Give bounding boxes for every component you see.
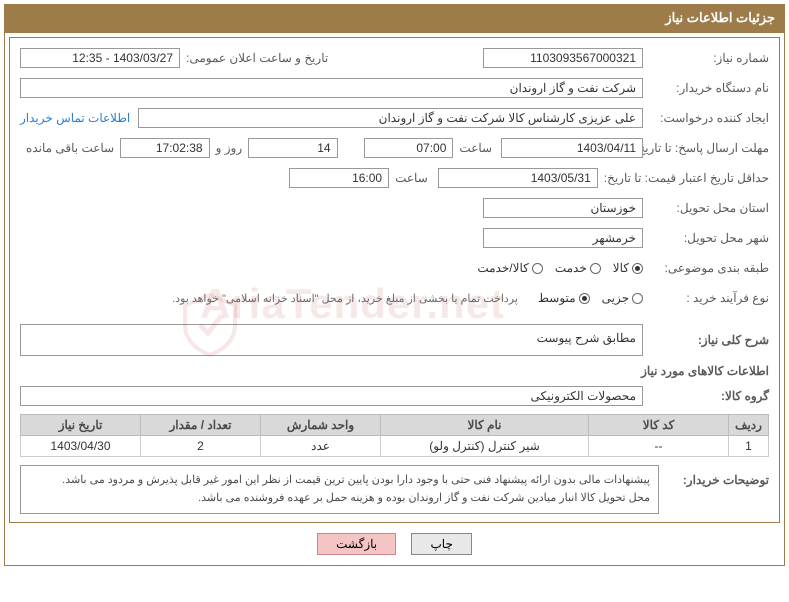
cell-row: 1 bbox=[729, 436, 769, 457]
days-label: روز و bbox=[216, 141, 243, 155]
topic-radio-goods[interactable]: کالا bbox=[613, 261, 643, 275]
row-requester: ایجاد کننده درخواست: علی عزیزی کارشناس ک… bbox=[20, 106, 769, 130]
quote-validity-label: حداقل تاریخ اعتبار قیمت: تا تاریخ: bbox=[604, 171, 769, 185]
row-goods-group: گروه کالا: محصولات الکترونیکی bbox=[20, 384, 769, 408]
purchase-radio-medium[interactable]: متوسط bbox=[538, 291, 590, 305]
buyer-org-label: نام دستگاه خریدار: bbox=[649, 81, 769, 95]
remaining-label: ساعت باقی مانده bbox=[26, 141, 114, 155]
radio-label: کالا bbox=[613, 261, 629, 275]
buyer-notes-line2: محل تحویل کالا انبار میادین شرکت نفت و گ… bbox=[29, 490, 650, 508]
cell-unit: عدد bbox=[261, 436, 381, 457]
requester-field: علی عزیزی کارشناس کالا شرکت نفت و گاز ار… bbox=[138, 108, 643, 128]
radio-label: جزیی bbox=[602, 291, 629, 305]
items-info-label: اطلاعات کالاهای مورد نیاز bbox=[20, 364, 769, 378]
button-row: چاپ بازگشت bbox=[9, 523, 780, 561]
province-label: استان محل تحویل: bbox=[649, 201, 769, 215]
purchase-radio-group: جزیی متوسط bbox=[538, 291, 643, 305]
cell-date: 1403/04/30 bbox=[21, 436, 141, 457]
table-row: 1 -- شیر کنترل (کنترل ولو) عدد 2 1403/04… bbox=[21, 436, 769, 457]
need-number-field: 1103093567000321 bbox=[483, 48, 643, 68]
goods-group-label: گروه کالا: bbox=[649, 389, 769, 403]
th-date: تاریخ نیاز bbox=[21, 415, 141, 436]
publish-datetime-label: تاریخ و ساعت اعلان عمومی: bbox=[186, 51, 328, 65]
radio-icon bbox=[632, 293, 643, 304]
inner-frame: شماره نیاز: 1103093567000321 تاریخ و ساع… bbox=[9, 37, 780, 523]
radio-icon bbox=[590, 263, 601, 274]
city-field: خرمشهر bbox=[483, 228, 643, 248]
reply-hour-field: 07:00 bbox=[364, 138, 453, 158]
cell-qty: 2 bbox=[141, 436, 261, 457]
outer-frame: شماره نیاز: 1103093567000321 تاریخ و ساع… bbox=[4, 32, 785, 566]
buyer-contact-link[interactable]: اطلاعات تماس خریدار bbox=[20, 111, 130, 125]
topic-radio-service[interactable]: خدمت bbox=[555, 261, 601, 275]
reply-hour-label: ساعت bbox=[459, 141, 492, 155]
remaining-days-field: 14 bbox=[248, 138, 337, 158]
province-field: خوزستان bbox=[483, 198, 643, 218]
city-label: شهر محل تحویل: bbox=[649, 231, 769, 245]
row-reply-deadline: مهلت ارسال پاسخ: تا تاریخ: 1403/04/11 سا… bbox=[20, 136, 769, 160]
row-topic-class: طبقه بندی موضوعی: کالا خدمت کالا/خدمت bbox=[20, 256, 769, 280]
radio-label: متوسط bbox=[538, 291, 576, 305]
th-row: ردیف bbox=[729, 415, 769, 436]
table-header-row: ردیف کد کالا نام کالا واحد شمارش تعداد /… bbox=[21, 415, 769, 436]
purchase-type-label: نوع فرآیند خرید : bbox=[649, 291, 769, 305]
publish-datetime-field: 1403/03/27 - 12:35 bbox=[20, 48, 180, 68]
cell-name: شیر کنترل (کنترل ولو) bbox=[381, 436, 589, 457]
row-overall-desc: شرح کلی نیاز: مطابق شرح پیوست bbox=[20, 324, 769, 356]
row-buyer-notes: توضیحات خریدار: پیشنهادات مالی بدون ارائ… bbox=[20, 465, 769, 514]
print-button[interactable]: چاپ bbox=[411, 533, 471, 555]
need-number-label: شماره نیاز: bbox=[649, 51, 769, 65]
purchase-radio-minor[interactable]: جزیی bbox=[602, 291, 643, 305]
row-city: شهر محل تحویل: خرمشهر bbox=[20, 226, 769, 250]
buyer-org-field: شرکت نفت و گاز اروندان bbox=[20, 78, 643, 98]
overall-desc-field: مطابق شرح پیوست bbox=[20, 324, 643, 356]
page-title: جزئیات اطلاعات نیاز bbox=[665, 10, 775, 25]
row-purchase-type: نوع فرآیند خرید : جزیی متوسط پرداخت تمام… bbox=[20, 286, 769, 310]
quote-hour-field: 16:00 bbox=[289, 168, 389, 188]
title-bar: جزئیات اطلاعات نیاز bbox=[4, 4, 785, 32]
requester-label: ایجاد کننده درخواست: bbox=[649, 111, 769, 125]
row-province: استان محل تحویل: خوزستان bbox=[20, 196, 769, 220]
th-name: نام کالا bbox=[381, 415, 589, 436]
buyer-notes-label: توضیحات خریدار: bbox=[659, 465, 769, 487]
reply-date-field: 1403/04/11 bbox=[501, 138, 643, 158]
th-code: کد کالا bbox=[589, 415, 729, 436]
radio-icon bbox=[532, 263, 543, 274]
radio-icon bbox=[632, 263, 643, 274]
radio-label: خدمت bbox=[555, 261, 587, 275]
quote-date-field: 1403/05/31 bbox=[438, 168, 598, 188]
topic-class-label: طبقه بندی موضوعی: bbox=[649, 261, 769, 275]
payment-note: پرداخت تمام یا بخشی از مبلغ خرید، از محل… bbox=[172, 292, 518, 305]
topic-radio-both[interactable]: کالا/خدمت bbox=[477, 261, 542, 275]
reply-deadline-label: مهلت ارسال پاسخ: تا تاریخ: bbox=[649, 141, 769, 155]
radio-icon bbox=[579, 293, 590, 304]
back-button[interactable]: بازگشت bbox=[317, 533, 396, 555]
row-quote-validity: حداقل تاریخ اعتبار قیمت: تا تاریخ: 1403/… bbox=[20, 166, 769, 190]
overall-desc-label: شرح کلی نیاز: bbox=[649, 333, 769, 347]
buyer-notes-line1: پیشنهادات مالی بدون ارائه پیشنهاد فنی حت… bbox=[29, 472, 650, 490]
cell-code: -- bbox=[589, 436, 729, 457]
goods-group-field: محصولات الکترونیکی bbox=[20, 386, 643, 406]
radio-label: کالا/خدمت bbox=[477, 261, 528, 275]
row-buyer-org: نام دستگاه خریدار: شرکت نفت و گاز اروندا… bbox=[20, 76, 769, 100]
buyer-notes-field: پیشنهادات مالی بدون ارائه پیشنهاد فنی حت… bbox=[20, 465, 659, 514]
th-unit: واحد شمارش bbox=[261, 415, 381, 436]
remaining-time-field: 17:02:38 bbox=[120, 138, 209, 158]
items-table: ردیف کد کالا نام کالا واحد شمارش تعداد /… bbox=[20, 414, 769, 457]
th-qty: تعداد / مقدار bbox=[141, 415, 261, 436]
row-need-number: شماره نیاز: 1103093567000321 تاریخ و ساع… bbox=[20, 46, 769, 70]
items-table-wrap: ردیف کد کالا نام کالا واحد شمارش تعداد /… bbox=[20, 414, 769, 457]
quote-hour-label: ساعت bbox=[395, 171, 428, 185]
topic-radio-group: کالا خدمت کالا/خدمت bbox=[477, 261, 643, 275]
